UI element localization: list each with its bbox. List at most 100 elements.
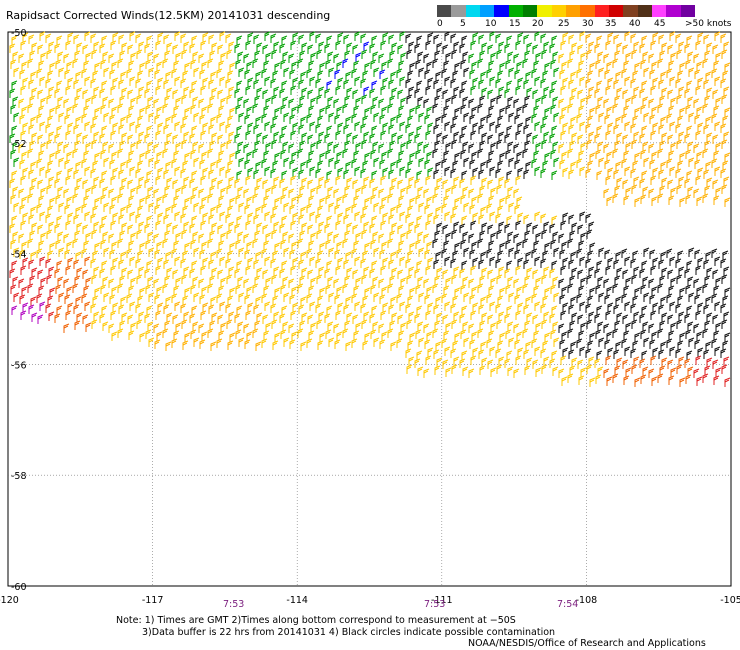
wind-barb — [208, 304, 215, 314]
wind-barb — [407, 115, 414, 125]
wind-barb — [11, 305, 18, 315]
wind-barb — [317, 340, 324, 350]
wind-barb — [463, 292, 470, 302]
wind-barb — [712, 359, 719, 369]
wind-barb — [162, 58, 169, 68]
wind-barb — [417, 276, 424, 286]
wind-barb — [391, 267, 398, 277]
wind-barb — [634, 197, 641, 207]
wind-barb — [643, 67, 650, 77]
wind-barb — [576, 158, 583, 168]
wind-barb — [91, 274, 98, 284]
wind-barb — [388, 124, 395, 134]
wind-barb — [174, 76, 181, 86]
wind-barb — [378, 98, 385, 108]
wind-barb — [694, 294, 701, 304]
wind-barb — [641, 80, 648, 90]
wind-barb — [704, 185, 711, 195]
wind-barb — [102, 141, 109, 151]
wind-barb — [587, 250, 594, 260]
wind-barb — [139, 107, 146, 117]
wind-barb — [128, 330, 135, 340]
wind-barb — [256, 267, 263, 277]
wind-barb — [343, 214, 350, 224]
wind-barb — [661, 87, 668, 97]
wind-barb — [632, 115, 639, 125]
legend-swatch — [651, 5, 667, 17]
wind-barb — [110, 40, 117, 50]
wind-barb — [94, 242, 101, 252]
wind-barb — [450, 168, 457, 178]
wind-barb — [84, 211, 91, 221]
wind-barb — [480, 296, 487, 306]
wind-barb — [318, 41, 325, 51]
wind-barb — [532, 269, 539, 279]
wind-barb — [544, 287, 551, 297]
wind-barb — [292, 122, 299, 132]
wind-barb — [542, 70, 549, 80]
wind-barb — [571, 42, 578, 52]
wind-barb — [244, 294, 251, 304]
wind-barb — [20, 310, 27, 320]
wind-barb — [649, 294, 656, 304]
wind-barb — [373, 337, 380, 347]
wind-barb — [289, 159, 296, 169]
wind-barb — [426, 106, 433, 116]
wind-barb — [13, 247, 20, 257]
wind-barb — [648, 53, 655, 63]
wind-barb — [261, 248, 268, 258]
wind-barb — [184, 152, 191, 162]
wind-barb — [562, 302, 569, 312]
legend-swatch — [437, 5, 452, 17]
wind-barb — [353, 150, 360, 160]
wind-barb — [579, 301, 586, 311]
wind-barb — [220, 52, 227, 62]
wind-barb — [669, 256, 676, 266]
wind-barb — [220, 322, 227, 332]
wind-barb — [163, 214, 170, 224]
wind-barb — [551, 170, 558, 180]
wind-barb — [274, 332, 281, 342]
wind-barb — [461, 35, 468, 45]
wind-barb — [165, 71, 172, 81]
wind-barb — [342, 328, 349, 338]
wind-barb — [625, 187, 632, 197]
wind-barb — [616, 87, 623, 97]
wind-barb — [111, 241, 118, 251]
wind-barb — [346, 312, 353, 322]
wind-barb — [516, 241, 523, 251]
wind-barb — [354, 121, 361, 131]
wind-barb — [218, 150, 225, 160]
wind-barb — [606, 376, 613, 386]
wind-barb — [433, 214, 440, 224]
wind-barb — [39, 256, 46, 266]
wind-barb — [533, 330, 540, 340]
wind-barb — [453, 221, 460, 231]
wind-barb — [55, 284, 62, 294]
wind-barb — [714, 301, 721, 311]
wind-barb — [74, 275, 81, 285]
wind-barb — [721, 94, 728, 104]
wind-barb — [48, 41, 55, 51]
wind-barb — [498, 356, 505, 366]
wind-barb — [31, 312, 38, 322]
wind-barb — [252, 238, 259, 248]
wind-barb — [342, 193, 349, 203]
wind-barb — [390, 341, 397, 351]
wind-barb — [84, 301, 91, 311]
wind-barb — [424, 69, 431, 79]
wind-barb — [216, 248, 223, 258]
wind-barb — [54, 313, 61, 323]
wind-barb — [425, 355, 432, 365]
wind-barb — [139, 287, 146, 297]
wind-barb — [199, 159, 206, 169]
wind-barb — [328, 67, 335, 77]
wind-barb — [469, 294, 476, 304]
wind-barb — [364, 287, 371, 297]
wind-barb — [166, 312, 173, 322]
wind-barb — [634, 287, 641, 297]
wind-barb — [472, 347, 479, 357]
wind-barb — [639, 88, 646, 98]
wind-barb — [274, 287, 281, 297]
wind-barb — [668, 285, 675, 295]
